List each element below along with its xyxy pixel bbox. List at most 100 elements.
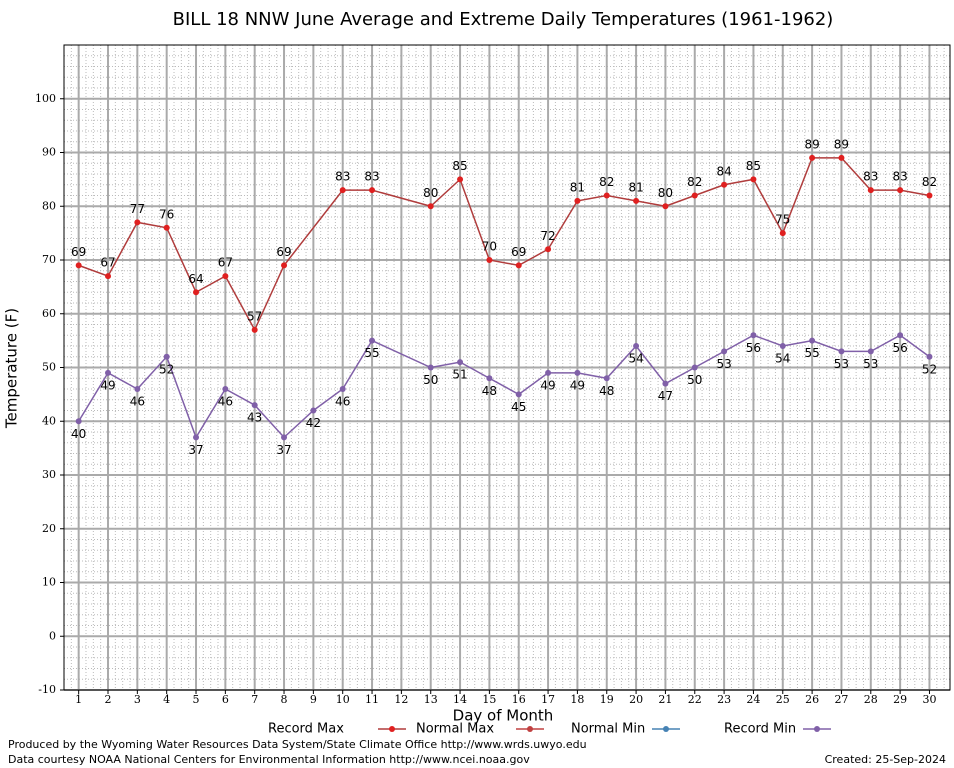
- legend-marker: [527, 726, 533, 732]
- data-point: [662, 203, 669, 210]
- legend-marker: [663, 726, 669, 732]
- plot-frame: [63, 44, 951, 691]
- data-label: 69: [276, 245, 291, 259]
- footer: Produced by the Wyoming Water Resources …: [8, 738, 587, 751]
- data-point: [427, 203, 434, 210]
- data-label: 46: [130, 395, 145, 409]
- data-label: 85: [746, 159, 761, 173]
- data-label: 82: [922, 175, 937, 189]
- data-label: 49: [100, 378, 115, 392]
- data-label: 50: [423, 373, 438, 387]
- data-label: 53: [863, 357, 878, 371]
- x-tick-label: 24: [746, 693, 760, 706]
- data-label: 56: [892, 341, 907, 355]
- y-tick-label: 80: [42, 199, 56, 212]
- y-tick-label: 60: [42, 307, 56, 320]
- data-point: [779, 343, 786, 349]
- data-point: [486, 375, 493, 382]
- x-tick-label: 3: [134, 693, 141, 706]
- data-point: [105, 273, 112, 280]
- data-label: 81: [570, 180, 585, 194]
- x-tick-label: 15: [482, 693, 496, 706]
- data-label: 80: [423, 186, 438, 200]
- footer: Created: 25-Sep-2024: [825, 753, 946, 766]
- data-point: [750, 332, 757, 339]
- y-tick-label: 50: [42, 361, 56, 374]
- x-tick-label: 22: [688, 693, 702, 706]
- y-tick-label: -10: [38, 683, 56, 696]
- data-label: 72: [540, 229, 555, 243]
- data-label: 70: [482, 240, 497, 254]
- data-point: [281, 262, 288, 269]
- data-label: 45: [511, 400, 526, 414]
- data-label: 57: [247, 309, 262, 323]
- series-line: [78, 157, 930, 332]
- data-label: 83: [335, 170, 350, 184]
- data-point: [134, 386, 141, 392]
- data-label: 83: [863, 170, 878, 184]
- y-tick-label: 90: [42, 146, 56, 159]
- data-point: [281, 434, 288, 441]
- legend-label: Normal Min: [571, 722, 645, 737]
- data-label: 85: [452, 159, 467, 173]
- data-point: [809, 154, 816, 161]
- data-point: [867, 187, 874, 194]
- y-axis-label: Temperature (F): [3, 308, 21, 429]
- x-axis-label: Day of Month: [453, 707, 554, 725]
- data-label: 75: [775, 213, 790, 227]
- data-point: [163, 224, 170, 231]
- legend-label: Record Max: [268, 722, 344, 737]
- data-label: 54: [628, 352, 643, 366]
- data-point: [926, 353, 933, 360]
- data-point: [251, 326, 258, 333]
- data-label: 55: [364, 346, 379, 360]
- x-tick-label: 7: [251, 693, 258, 706]
- data-point: [339, 187, 346, 194]
- data-label: 82: [687, 175, 702, 189]
- data-point: [75, 262, 82, 269]
- data-point: [867, 348, 874, 355]
- data-point: [574, 369, 581, 376]
- data-point: [515, 391, 522, 398]
- data-point: [369, 337, 376, 344]
- data-point: [691, 364, 698, 371]
- data-point: [251, 402, 258, 409]
- data-point: [369, 187, 376, 194]
- data-point: [486, 257, 493, 263]
- data-label: 52: [159, 362, 174, 376]
- data-label: 89: [834, 137, 849, 151]
- x-tick-label: 29: [893, 693, 907, 706]
- data-label: 67: [218, 256, 233, 270]
- data-point: [897, 187, 904, 194]
- data-label: 82: [599, 175, 614, 189]
- data-label: 49: [570, 378, 585, 392]
- x-tick-label: 2: [105, 693, 112, 706]
- data-point: [163, 353, 170, 360]
- x-tick-label: 26: [805, 693, 819, 706]
- data-point: [838, 348, 845, 355]
- data-label: 81: [628, 180, 643, 194]
- data-label: 46: [335, 395, 350, 409]
- data-label: 80: [658, 186, 673, 200]
- data-point: [222, 273, 229, 280]
- legend-label: Normal Max: [416, 722, 494, 737]
- data-label: 89: [804, 137, 819, 151]
- data-label: 56: [746, 341, 761, 355]
- data-label: 43: [247, 411, 262, 425]
- data-point: [515, 262, 522, 269]
- x-tick-label: 28: [864, 693, 878, 706]
- y-tick-label: 40: [42, 414, 56, 427]
- data-point: [633, 197, 640, 204]
- data-point: [193, 434, 200, 441]
- data-point: [193, 289, 200, 296]
- data-point: [574, 197, 581, 204]
- data-point: [897, 332, 904, 339]
- data-point: [545, 369, 552, 376]
- data-point: [603, 192, 610, 199]
- x-tick-label: 4: [163, 693, 170, 706]
- data-point: [838, 154, 845, 161]
- data-label: 69: [71, 245, 86, 259]
- chart-title: BILL 18 NNW June Average and Extreme Dai…: [173, 9, 834, 30]
